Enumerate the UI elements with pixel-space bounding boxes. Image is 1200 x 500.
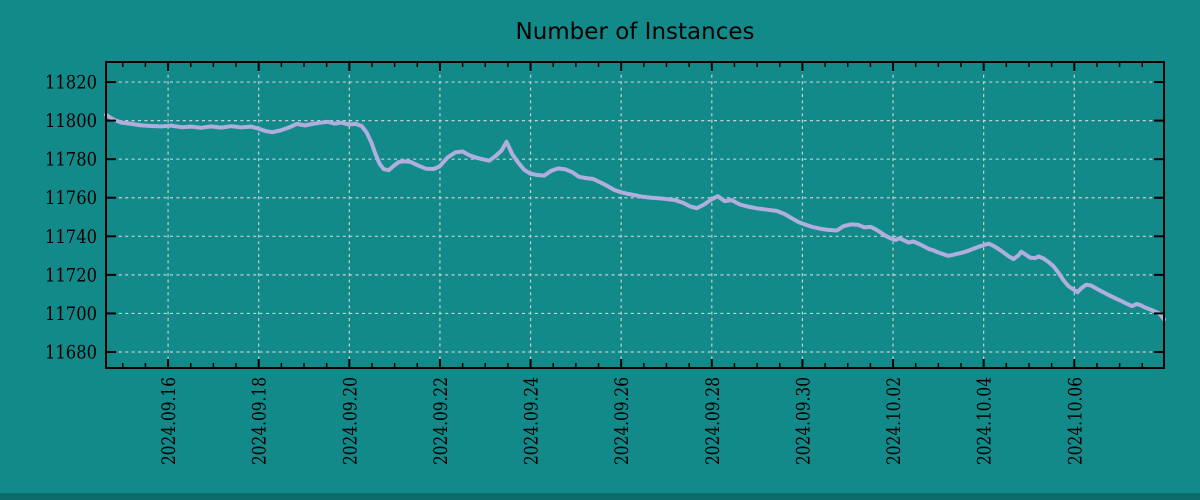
y-tick-label: 11780 [45, 149, 97, 171]
chart-title: Number of Instances [516, 19, 755, 45]
y-tick-label: 11700 [45, 303, 97, 325]
axis-tick-labels: 11680 11700 11720 11740 11760 11780 11800 11820… [45, 72, 1086, 465]
x-tick-label: 2024.09.20 [339, 377, 361, 465]
x-tick-label: 2024.09.24 [521, 377, 543, 465]
y-tick-label: 11760 [45, 187, 97, 209]
x-tick-label: 2024.09.18 [249, 377, 271, 465]
x-tick-label: 2024.09.28 [702, 377, 724, 465]
series-instances [104, 112, 1166, 322]
x-tick-label: 2024.09.22 [430, 377, 452, 465]
x-tick-label: 2024.10.02 [883, 377, 905, 465]
data-line [104, 112, 1166, 322]
bottom-edge-shadow [0, 493, 1200, 500]
x-tick-label: 2024.09.16 [158, 377, 180, 465]
y-tick-label: 11820 [45, 72, 97, 94]
x-tick-label: 2024.09.26 [611, 377, 633, 465]
y-tick-label: 11800 [45, 110, 97, 132]
plot-border [105, 61, 1165, 369]
x-tick-label: 2024.10.04 [974, 377, 996, 465]
x-tick-label: 2024.10.06 [1064, 377, 1086, 465]
y-tick-label: 11740 [45, 226, 97, 248]
x-tick-label: 2024.09.30 [792, 377, 814, 465]
y-tick-label: 11680 [45, 341, 97, 363]
y-tick-label: 11720 [45, 264, 97, 286]
